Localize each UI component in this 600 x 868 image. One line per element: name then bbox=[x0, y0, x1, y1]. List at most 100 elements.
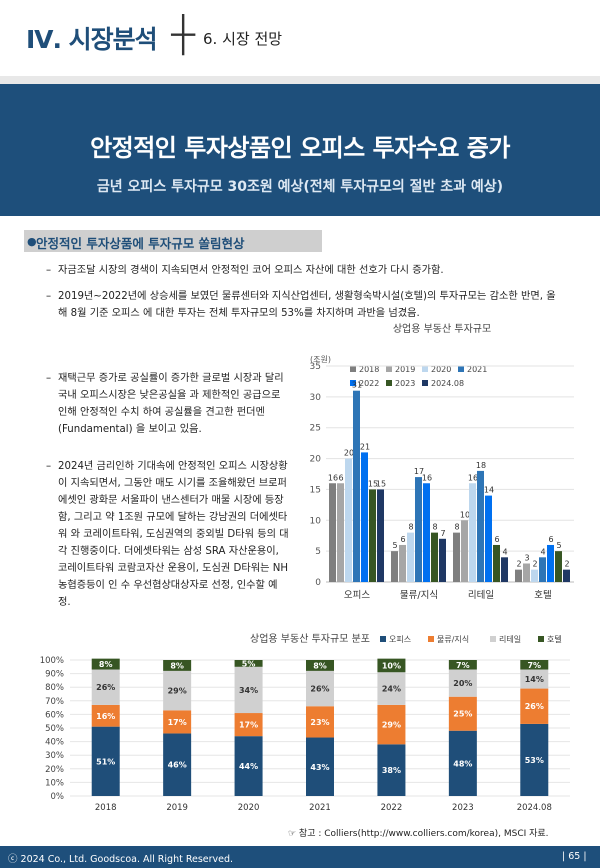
stacked-segment bbox=[520, 723, 549, 796]
y-tick-label: 0 bbox=[315, 578, 321, 588]
data-label: 5 bbox=[392, 541, 397, 550]
x-tick-label: 2023 bbox=[452, 803, 474, 813]
stacked-segment bbox=[91, 669, 120, 705]
stacked-segment bbox=[306, 737, 334, 796]
paragraph-text: 재택근무 증가로 공실률이 증가한 글로벌 시장과 달리 국내 오피스시장은 낮… bbox=[58, 373, 284, 435]
data-label: 16 bbox=[328, 473, 338, 482]
stacked-segment bbox=[91, 704, 120, 727]
stacked-segment bbox=[377, 672, 406, 705]
y-axis-unit: (조원) bbox=[310, 355, 331, 364]
x-tick-label: 2019 bbox=[166, 803, 188, 813]
data-label: 6 bbox=[548, 535, 553, 544]
bar bbox=[515, 569, 522, 582]
data-label: 14% bbox=[525, 675, 544, 684]
bar bbox=[501, 557, 508, 582]
x-tick-label: 리테일 bbox=[468, 590, 494, 601]
data-label: 26% bbox=[310, 685, 329, 694]
data-label: 18 bbox=[476, 461, 486, 470]
footer-copyright: ⓒ 2024 Co., Ltd. Goodscoa. All Right Res… bbox=[8, 854, 234, 865]
data-label: 5 bbox=[556, 541, 561, 550]
bar bbox=[329, 483, 336, 582]
bar bbox=[477, 470, 484, 582]
legend-label: 리테일 bbox=[499, 635, 521, 644]
stacked-segment bbox=[520, 669, 549, 689]
legend-swatch bbox=[350, 366, 356, 372]
legend-label: 2019 bbox=[395, 365, 415, 374]
data-label: 44% bbox=[239, 762, 258, 771]
data-label: 5% bbox=[242, 659, 256, 668]
data-label: 20 bbox=[344, 449, 354, 458]
bar bbox=[353, 390, 360, 582]
bar bbox=[345, 458, 352, 582]
chart-bars: 51% 16% 26% 8% 2018 46% 17% 29% 8% 2019 44% 17% 34% 5… bbox=[91, 658, 552, 813]
bar bbox=[337, 483, 344, 582]
data-label: 17% bbox=[239, 721, 258, 730]
data-label: 7 bbox=[440, 529, 445, 538]
header-rule bbox=[0, 76, 600, 84]
x-tick-label: 오피스 bbox=[344, 590, 370, 601]
y-tick-label: 25 bbox=[310, 424, 321, 434]
bar bbox=[555, 551, 562, 582]
bar bbox=[485, 495, 492, 582]
stacked-segment bbox=[234, 666, 263, 714]
data-label: 16 bbox=[422, 473, 432, 482]
legend-label: 호텔 bbox=[547, 635, 562, 644]
y-tick-label: 80% bbox=[45, 683, 64, 693]
legend-swatch bbox=[422, 380, 428, 386]
y-tick-label: 35 bbox=[310, 362, 321, 372]
data-label: 8% bbox=[313, 661, 327, 670]
data-label: 8% bbox=[170, 661, 184, 670]
paragraph-2: –2019년~2022년에 상승세를 보였던 물류센터와 지식산업센터, 생활형… bbox=[46, 288, 558, 322]
x-tick-label: 호텔 bbox=[534, 589, 552, 601]
bar bbox=[493, 544, 500, 582]
y-tick-label: 60% bbox=[45, 710, 64, 720]
legend-label: 오피스 bbox=[389, 635, 411, 644]
stacked-segment bbox=[377, 704, 406, 745]
legend-swatch bbox=[422, 366, 428, 372]
stacked-segment bbox=[234, 660, 263, 667]
data-label: 53% bbox=[525, 756, 544, 765]
bar bbox=[439, 538, 446, 582]
data-label: 6 bbox=[338, 473, 343, 482]
data-label: 4 bbox=[502, 547, 507, 556]
data-label: 38% bbox=[382, 766, 401, 775]
chart-legend: 2018 2019 2020 2021 2022 2023 2024.08 bbox=[350, 365, 487, 388]
data-label: 3 bbox=[524, 553, 529, 562]
paragraph-4: –2024년 금리인하 기대속에 안정적인 오피스 시장상황이 지속되면서, 그… bbox=[46, 461, 289, 608]
x-tick-label: 2018 bbox=[95, 803, 117, 813]
data-label: 24% bbox=[382, 685, 401, 694]
stacked-segment bbox=[163, 710, 192, 734]
legend-swatch bbox=[380, 636, 386, 642]
bar bbox=[377, 489, 384, 582]
stacked-segment bbox=[306, 706, 334, 738]
title-banner bbox=[0, 84, 600, 216]
y-tick-label: 20% bbox=[45, 765, 64, 775]
legend-swatch bbox=[458, 366, 464, 372]
data-label: 34% bbox=[239, 686, 258, 695]
bar bbox=[461, 520, 468, 582]
y-tick-label: 50% bbox=[45, 724, 64, 734]
bar bbox=[407, 532, 414, 582]
data-label: 8 bbox=[454, 523, 459, 532]
page-number: | 65 | bbox=[562, 851, 587, 862]
x-tick-label: 2021 bbox=[309, 803, 331, 813]
paragraph-3: – 재택근무 증가로 공실률이 증가한 글로벌 시장과 달리 국내 오피스시장은 … bbox=[46, 373, 284, 435]
chart-title: 상업용 부동산 투자규모 bbox=[393, 322, 491, 335]
stacked-segment bbox=[377, 744, 406, 796]
stacked-segment bbox=[448, 730, 477, 796]
stacked-segment bbox=[448, 696, 477, 731]
section-title: Ⅳ. 시장분석 bbox=[26, 25, 158, 54]
stacked-segment bbox=[234, 736, 263, 796]
legend-label: 2020 bbox=[431, 365, 451, 374]
legend-swatch bbox=[350, 380, 356, 386]
data-label: 8% bbox=[99, 660, 113, 669]
bar bbox=[469, 483, 476, 582]
data-label: 14 bbox=[484, 486, 494, 495]
data-label: 48% bbox=[453, 759, 472, 768]
data-label: 16 bbox=[468, 473, 478, 482]
paragraph-text: 2024년 금리인하 기대속에 안정적인 오피스 시장상황이 지속되면서, 그동… bbox=[58, 461, 289, 608]
stacked-segment bbox=[306, 660, 334, 671]
data-label: 7% bbox=[456, 661, 470, 670]
